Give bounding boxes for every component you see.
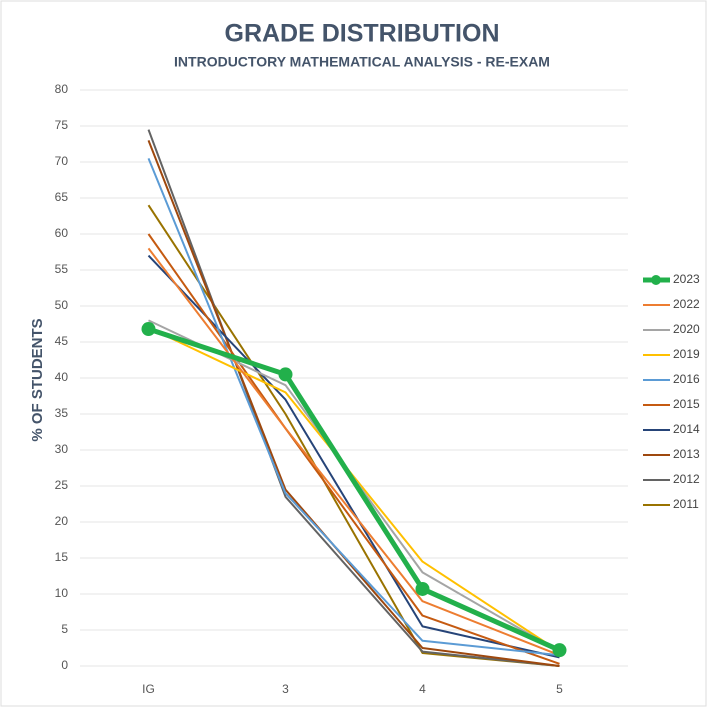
legend-label: 2016: [673, 372, 700, 386]
chart-title: GRADE DISTRIBUTION: [225, 20, 500, 48]
series-line: [147, 247, 560, 657]
legend-label: 2011: [673, 497, 699, 511]
y-tick-label: 10: [55, 586, 69, 600]
legend-label: 2023: [673, 272, 700, 286]
y-tick-label: 40: [55, 370, 69, 384]
legend-label: 2014: [673, 422, 700, 436]
series-marker: [141, 322, 156, 337]
y-tick-label: 50: [55, 298, 69, 312]
series-line: [147, 140, 560, 667]
legend-label: 2020: [673, 322, 700, 336]
y-tick-label: 45: [55, 334, 69, 348]
y-tick-label: 0: [61, 658, 68, 672]
legend-label: 2013: [673, 447, 700, 461]
y-axis-label: % OF STUDENTS: [29, 318, 46, 441]
x-tick-label: 4: [419, 682, 426, 696]
y-tick-label: 65: [55, 190, 69, 204]
legend-marker: [651, 275, 661, 285]
series-line: [147, 233, 560, 665]
y-tick-label: 20: [55, 514, 69, 528]
series-marker: [415, 581, 430, 596]
series-line: [147, 326, 561, 653]
y-tick-label: 70: [55, 154, 69, 168]
y-tick-label: 5: [61, 622, 68, 636]
legend-label: 2015: [673, 397, 700, 411]
series-line: [147, 158, 560, 657]
chart-subtitle: INTRODUCTORY MATHEMATICAL ANALYSIS - RE-…: [174, 54, 550, 70]
y-tick-label: 55: [55, 262, 69, 276]
y-tick-label: 80: [55, 82, 69, 96]
y-tick-label: 30: [55, 442, 69, 456]
series-marker: [278, 367, 293, 382]
y-tick-label: 35: [55, 406, 69, 420]
x-tick-label: IG: [142, 682, 155, 696]
x-tick-label: 3: [282, 682, 289, 696]
legend-label: 2019: [673, 347, 700, 361]
legend-label: 2022: [673, 297, 700, 311]
x-tick-label: 5: [556, 682, 563, 696]
y-tick-label: 75: [55, 118, 69, 132]
series-line: [148, 326, 561, 653]
y-tick-label: 60: [55, 226, 69, 240]
y-tick-label: 25: [55, 478, 69, 492]
legend-label: 2012: [673, 472, 700, 486]
series-marker: [552, 643, 567, 658]
y-tick-label: 15: [55, 550, 69, 564]
